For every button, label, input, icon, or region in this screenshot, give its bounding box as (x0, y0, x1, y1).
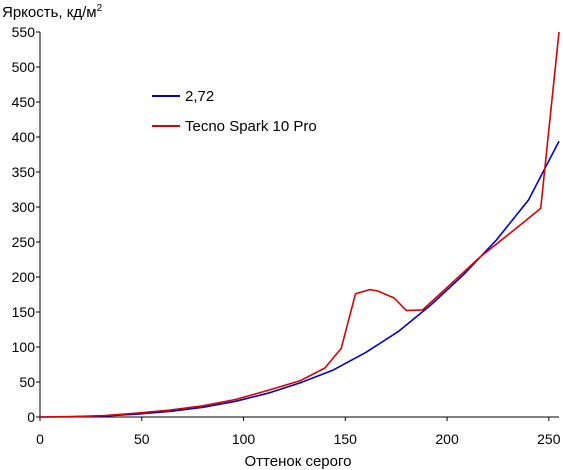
axes (39, 32, 559, 418)
x-axis-title: Оттенок серого (245, 453, 352, 470)
series-line-0 (39, 140, 560, 418)
y-ticks: 0 50 100 150 200 250 300 350 400 450 500 550 (12, 24, 40, 425)
x-tick-label: 200 (435, 431, 459, 447)
y-tick-label: 100 (12, 339, 36, 355)
y-tick-label: 150 (12, 304, 36, 320)
y-axis-title-text: Яркость, кд/м2 (2, 3, 103, 21)
y-tick-label: 250 (12, 234, 36, 250)
x-tick-label: 100 (232, 431, 256, 447)
x-ticks: 0 50 100 150 200 250 (36, 417, 561, 447)
series-line-1 (39, 31, 560, 418)
y-tick-label: 500 (12, 59, 36, 75)
y-tick-label: 300 (12, 199, 36, 215)
legend-label-0: 2,72 (185, 88, 214, 105)
y-axis-title: Яркость, кд/м2 (2, 3, 103, 21)
y-tick-label: 0 (27, 409, 35, 425)
x-tick-label: 50 (134, 431, 150, 447)
legend-label-1: Tecno Spark 10 Pro (185, 118, 317, 135)
y-tick-label: 200 (12, 269, 36, 285)
y-axis-title-main: Яркость, кд/м (2, 4, 97, 21)
x-tick-label: 0 (36, 431, 44, 447)
y-tick-label: 450 (12, 94, 36, 110)
y-tick-label: 350 (12, 164, 36, 180)
y-axis-title-sup: 2 (97, 3, 103, 14)
y-tick-label: 400 (12, 129, 36, 145)
y-tick-label: 50 (19, 374, 35, 390)
y-tick-label: 550 (12, 24, 36, 40)
x-tick-label: 250 (537, 431, 561, 447)
x-tick-label: 150 (334, 431, 358, 447)
series-lines (39, 31, 560, 418)
legend: 2,72 Tecno Spark 10 Pro (152, 88, 317, 135)
